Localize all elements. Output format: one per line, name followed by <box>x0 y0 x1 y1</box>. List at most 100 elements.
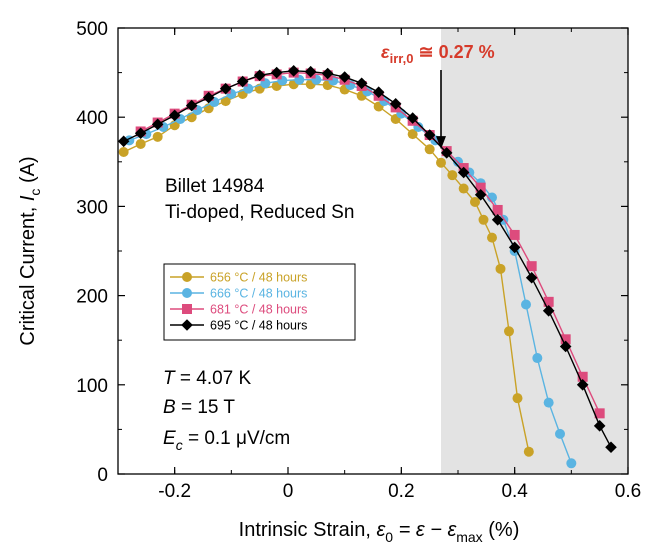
legend-item-3: 695 °C / 48 hours <box>170 319 307 333</box>
data-point <box>117 135 130 148</box>
legend-label: 666 °C / 48 hours <box>210 287 307 301</box>
data-point <box>389 98 402 110</box>
data-point <box>219 82 232 95</box>
data-point <box>321 67 334 80</box>
shaded-region <box>441 28 628 474</box>
legend-label: 656 °C / 48 hours <box>210 271 307 285</box>
data-point <box>504 326 514 337</box>
strain-annotation: εirr,0 ≅ 0.27 % <box>381 42 495 150</box>
legend-label: 695 °C / 48 hours <box>210 319 307 333</box>
x-tick-label: 0.4 <box>501 481 528 502</box>
series-line <box>140 71 601 414</box>
condition-B-symbol: B <box>163 397 176 418</box>
data-point <box>508 241 521 254</box>
x-axis-title-main: Intrinsic Strain, <box>239 519 377 541</box>
data-point <box>152 131 163 142</box>
data-point <box>151 118 164 131</box>
data-point <box>487 232 497 243</box>
legend-items: 656 °C / 48 hours 666 °C / 48 hours 681 °C… <box>170 271 307 333</box>
data-point <box>424 144 435 155</box>
temperature-condition: T = 4.07 K <box>163 368 252 389</box>
data-point <box>447 170 458 181</box>
x-tick-label: -0.2 <box>158 481 191 502</box>
data-point <box>475 182 486 193</box>
data-point <box>118 146 129 157</box>
legend-item-2: 681 °C / 48 hours <box>170 303 307 317</box>
field-condition: B = 15 T <box>163 397 235 418</box>
data-point <box>423 129 436 141</box>
condition-B-value: = 15 T <box>176 397 236 418</box>
data-point <box>457 166 470 179</box>
legend-swatch-marker <box>182 288 192 298</box>
data-point <box>372 86 385 99</box>
y-tick-label: 100 <box>76 376 108 397</box>
data-point <box>560 334 571 345</box>
data-point <box>135 138 146 149</box>
series-layer <box>117 65 617 469</box>
data-point <box>532 353 543 364</box>
data-point <box>521 299 531 310</box>
data-point <box>202 91 215 104</box>
y-axis-title-main: Critical Current, <box>17 201 39 345</box>
condition-E-symbol: E <box>163 428 176 449</box>
x-axis-title: Intrinsic Strain, ε0 = ε − εmax (%) <box>239 519 520 545</box>
data-point <box>270 66 283 79</box>
data-point <box>491 213 504 226</box>
condition-E-sub: c <box>176 437 183 453</box>
data-point <box>436 157 446 168</box>
data-point <box>478 214 489 225</box>
condition-T-symbol: T <box>163 368 176 389</box>
legend-item-1: 666 °C / 48 hours <box>170 287 307 301</box>
plot-frame <box>117 27 629 475</box>
data-point <box>566 458 577 469</box>
data-point <box>253 69 266 82</box>
data-point <box>134 127 147 140</box>
legend-item-0: 656 °C / 48 hours <box>170 271 307 285</box>
legend-swatch-marker <box>182 304 192 314</box>
legend-swatch-marker <box>181 319 193 331</box>
data-point <box>576 379 589 391</box>
annotation-label: εirr,0 ≅ 0.27 % <box>381 42 495 66</box>
x-axis-title-submax: max <box>456 529 482 545</box>
data-point <box>542 304 555 317</box>
data-point <box>220 96 231 107</box>
data-point <box>594 408 605 419</box>
data-point <box>168 109 181 122</box>
data-point <box>555 428 565 439</box>
criterion-condition: Ec = 0.1 μV/cm <box>163 428 290 453</box>
data-point <box>509 229 520 240</box>
x-axis-title-eps: ε <box>376 519 386 541</box>
annotation-sub: irr,0 <box>390 51 414 66</box>
y-tick-label: 200 <box>76 287 108 308</box>
data-point <box>543 296 554 307</box>
annotation-arrow-head <box>436 136 446 150</box>
y-axis-title-unit: (A) <box>17 156 39 188</box>
legend: 656 °C / 48 hours 666 °C / 48 hours 681 °C… <box>163 263 356 341</box>
data-point <box>593 420 606 432</box>
annotation-eps: ε <box>381 42 390 62</box>
legend-label: 681 °C / 48 hours <box>210 303 307 317</box>
data-point <box>407 129 418 140</box>
data-point <box>470 196 480 207</box>
data-point <box>559 340 572 353</box>
data-point <box>492 204 503 215</box>
y-axis-title-sub: c <box>27 189 43 196</box>
data-point <box>495 263 506 274</box>
series-3 <box>117 65 617 454</box>
x-tick-label: 0.2 <box>388 481 414 502</box>
data-point <box>512 393 523 404</box>
data-point <box>185 99 198 112</box>
data-point <box>523 446 534 457</box>
y-axis-title-I: I <box>17 195 39 201</box>
y-tick-label: 500 <box>76 19 108 40</box>
annotation-rest: ≅ 0.27 % <box>413 42 494 62</box>
x-tick-label: 0.6 <box>615 481 641 502</box>
x-axis-title-eq: = ε − ε <box>393 519 457 541</box>
data-point <box>474 189 487 201</box>
data-point <box>304 65 317 78</box>
data-point <box>338 71 351 83</box>
data-point <box>236 75 249 88</box>
data-point <box>525 271 538 284</box>
x-tick-label: 0 <box>283 481 294 502</box>
